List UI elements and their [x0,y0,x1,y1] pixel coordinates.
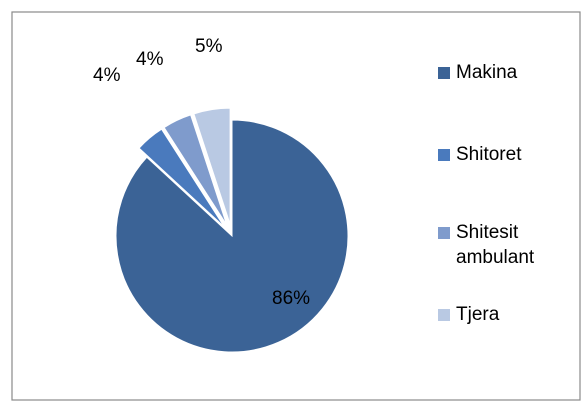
pie-slices [115,107,349,353]
legend-swatch-makina [438,67,450,79]
legend-swatch-shitesit-ambulant [438,227,450,239]
legend-label-makina: Makina [456,62,518,83]
pie-data-labels: 86% 4% 4% 5% [93,36,310,309]
pie-data-label-2: 4% [136,49,164,70]
pie-slice-0 [115,119,349,353]
legend-item-tjera: Tjera [438,302,499,327]
pie-slice-3 [193,107,231,225]
pie-slice-1 [138,128,225,228]
legend-swatch-tjera [438,309,450,321]
legend-label-tjera: Tjera [456,304,500,325]
legend-item-shitesit-ambulant: Shitesit ambulant [438,220,568,270]
legend-label-shitoret: Shitoret [456,144,522,165]
pie-slice-2 [163,114,228,226]
legend-item-shitoret: Shitoret [438,142,521,167]
legend-swatch-shitoret [438,149,450,161]
pie-data-label-0: 86% [272,288,310,309]
legend-item-makina: Makina [438,60,517,85]
pie-data-label-1: 4% [93,65,121,86]
pie-data-label-3: 5% [195,36,223,57]
legend-label-shitesit-ambulant: Shitesit ambulant [456,222,535,268]
